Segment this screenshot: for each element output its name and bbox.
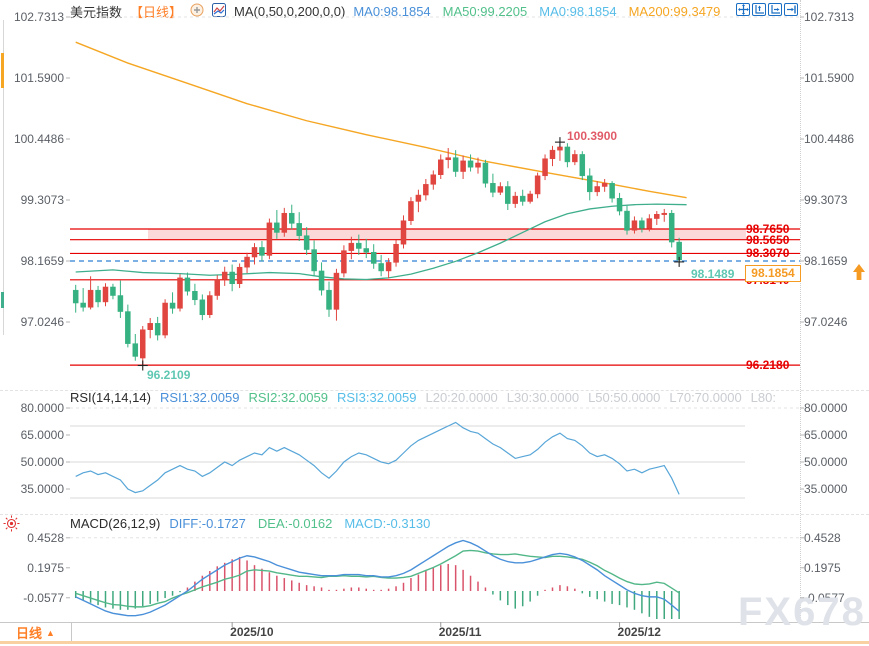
chart-toolbar <box>736 3 798 16</box>
rsi-legend-item: RSI2:32.0059 <box>248 390 328 405</box>
axis-tick-label: 35.0000 <box>804 482 848 496</box>
rsi-legend-item: L70:70.0000 <box>669 390 742 405</box>
macd-params-label: MACD(26,12,9) <box>70 516 161 531</box>
add-indicator-icon[interactable] <box>190 3 204 20</box>
axis-tick-label: 35.0000 <box>20 482 64 496</box>
gridlines <box>66 16 804 599</box>
timeframe-label: 日线 <box>16 626 43 641</box>
rsi-header: RSI(14,14,14) RSI1:32.0059 RSI2:32.0059 RS… <box>70 390 776 405</box>
date-ticks <box>231 622 621 627</box>
rsi-params-label: RSI(14,14,14) <box>70 390 151 405</box>
rsi-legend-item: RSI1:32.0059 <box>159 390 240 405</box>
left-edge-teal-segment <box>1 292 4 308</box>
macd-panel-separator <box>0 514 869 515</box>
axis-tick-label: 80.0000 <box>804 401 848 415</box>
current-price-badge: 98.1854 <box>745 265 801 282</box>
last-low-annotation: 98.1489 <box>691 267 735 281</box>
rsi-legend-item: RSI3:32.0059 <box>336 390 417 405</box>
ma-settings-label: MA(0,50,0,200,0,0) <box>234 3 346 19</box>
pan-to-latest-icon[interactable] <box>784 3 798 16</box>
rsi-line <box>75 421 680 495</box>
axis-tick-label: 98.1659 <box>804 254 848 268</box>
main-chart-header: 美元指数 【日线】 MA(0,50,0,200,0,0) MA0:98.1854… <box>70 2 720 20</box>
axis-tick-label: 100.4486 <box>13 132 64 146</box>
ma-legend-item: MA0:98.1854 <box>539 3 617 19</box>
left-edge-orange-segment <box>1 53 4 88</box>
instrument-title: 美元指数 <box>70 4 123 20</box>
alert-flare-icon[interactable] <box>3 515 20 537</box>
axis-tick-label: 100.4486 <box>804 132 855 146</box>
date-axis-label: 2025/10 <box>230 625 274 639</box>
peak-price-annotation: 100.3900 <box>567 129 618 143</box>
ma-legend-item: MA50:99.2205 <box>442 3 528 19</box>
left-price-axis: 102.7313 101.5900 100.4486 99.3073 98.1659 97… <box>0 0 66 646</box>
axis-scale-right-icon[interactable] <box>768 3 782 16</box>
axis-tick-label: 0.4528 <box>27 530 64 545</box>
axis-tick-label: 99.3073 <box>20 192 64 207</box>
axis-tick-label: 98.1659 <box>20 254 64 268</box>
moving-average-lines <box>75 41 687 281</box>
level-lines <box>70 228 800 366</box>
axis-tick-label: 101.5900 <box>13 70 64 85</box>
axis-tick-label: 0.4528 <box>804 530 841 545</box>
label-column-divider <box>800 0 801 622</box>
macd-lines <box>75 539 680 617</box>
axis-tick-label: 97.0246 <box>20 315 64 329</box>
rsi-legend-item: L50:50.0000 <box>588 390 661 405</box>
rsi-panel-separator <box>0 390 869 391</box>
axis-tick-label: 50.0000 <box>804 455 848 469</box>
axis-tick-label: 101.5900 <box>804 70 855 85</box>
right-price-axis: 102.7313 101.5900 100.4486 99.3073 98.1659 97… <box>804 0 868 646</box>
macd-legend-item: DIFF:-0.1727 <box>169 516 246 531</box>
ma-legend-item: MA200:99.3479 <box>628 3 721 19</box>
timeframe-tag: 【日线】 <box>130 4 183 20</box>
axis-tick-label: -0.0577 <box>23 590 64 605</box>
left-edge-line <box>3 20 4 335</box>
rsi-legend-item: L20:20.0000 <box>425 390 498 405</box>
axis-tick-label: 50.0000 <box>20 455 64 469</box>
axis-tick-label: 97.0246 <box>804 315 848 329</box>
macd-legend: DIFF:-0.1727 DEA:-0.0162 MACD:-0.3130 <box>169 516 430 531</box>
rsi-legend-item: L30:30.0000 <box>506 390 580 405</box>
axis-tick-label: -0.0577 <box>804 590 845 605</box>
bottom-accent-border <box>0 641 869 644</box>
chevron-up-icon: ▲ <box>46 627 55 638</box>
axis-scale-up-icon[interactable] <box>752 3 766 16</box>
macd-legend-item: DEA:-0.0162 <box>257 516 333 531</box>
macd-histogram <box>74 556 680 619</box>
rsi-legend-item: L80: <box>750 390 776 405</box>
axis-tick-label: 99.3073 <box>804 192 848 207</box>
axis-tick-label: 65.0000 <box>20 428 64 442</box>
price-up-arrow-icon <box>852 263 866 286</box>
ma-legend-item: MA0:98.1854 <box>353 3 431 19</box>
axis-tick-label: 65.0000 <box>804 428 848 442</box>
date-axis-label: 2025/12 <box>617 625 661 639</box>
axis-tick-label: 102.7313 <box>804 10 855 24</box>
chart-style-icon[interactable] <box>212 2 227 20</box>
time-axis-bar: 日线 ▲ 2025/10 2025/11 2025/12 <box>0 622 869 642</box>
axis-tick-label: 0.1975 <box>27 560 64 575</box>
move-crosshair-icon[interactable] <box>736 3 750 16</box>
macd-legend-item: MACD:-0.3130 <box>344 516 431 531</box>
bottom-low-annotation: 96.2109 <box>147 368 191 382</box>
axis-tick-label: 102.7313 <box>13 10 64 24</box>
axis-tick-label: 80.0000 <box>20 401 64 415</box>
timeframe-selector[interactable]: 日线 ▲ <box>0 623 72 642</box>
ma-legend: MA0:98.1854 MA50:99.2205 MA0:98.1854 MA200:… <box>353 4 720 19</box>
price-markers <box>137 137 685 371</box>
date-axis-label: 2025/11 <box>438 625 482 639</box>
axis-tick-label: 0.1975 <box>804 560 841 575</box>
rsi-legend: RSI1:32.0059 RSI2:32.0059 RSI3:32.0059 L20:… <box>160 390 776 405</box>
macd-header: MACD(26,12,9) DIFF:-0.1727 DEA:-0.0162 MAC… <box>70 516 430 531</box>
candlestick-series <box>72 142 682 366</box>
